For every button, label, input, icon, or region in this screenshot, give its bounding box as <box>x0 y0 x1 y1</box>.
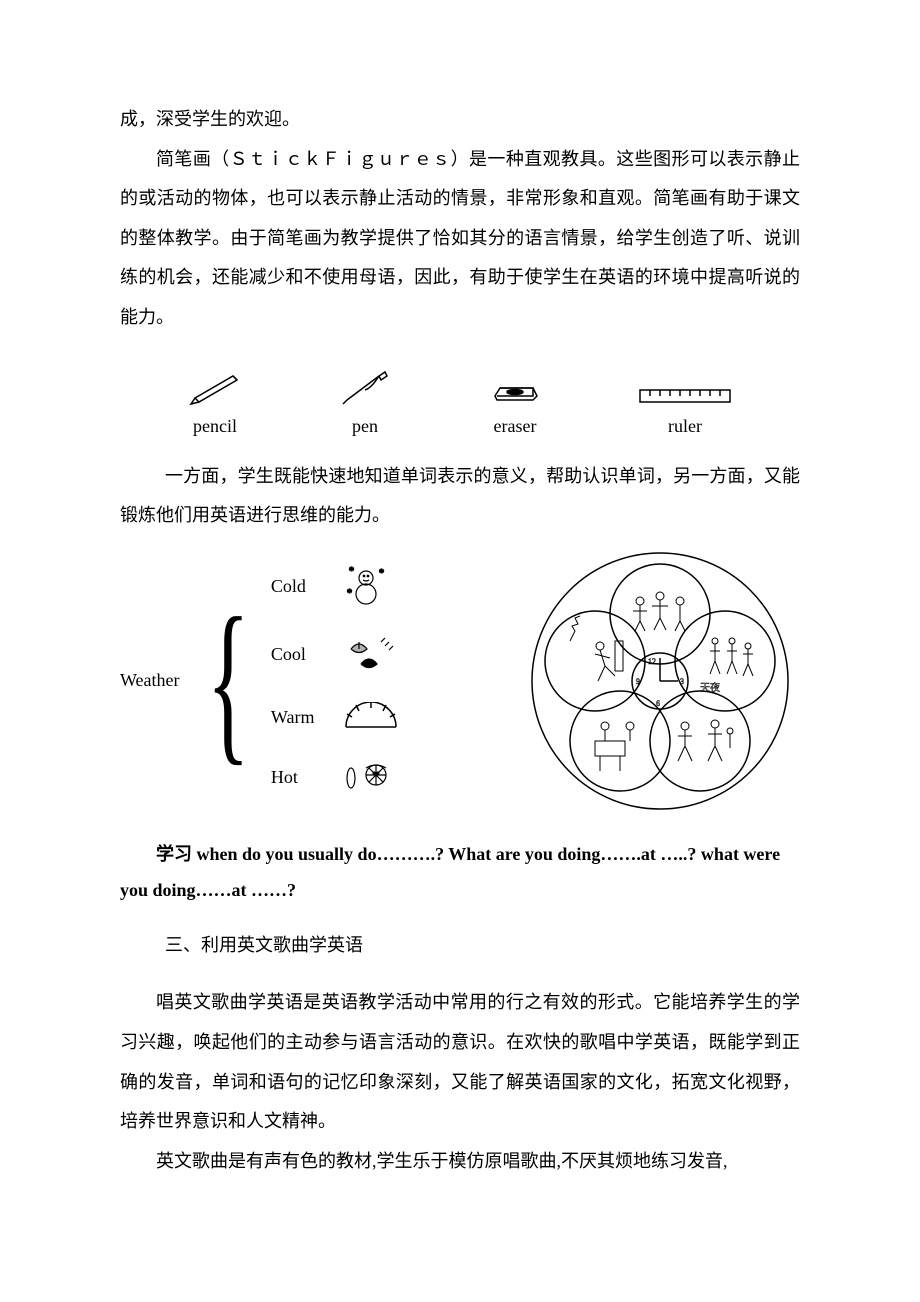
brace-icon: { <box>206 600 249 762</box>
svg-text:3: 3 <box>680 677 684 686</box>
stick-figures-row: pencil pen eraser <box>120 368 800 437</box>
sun-icon <box>341 702 411 732</box>
svg-text:天夜: 天夜 <box>700 681 720 694</box>
paragraph-2: 简笔画（ＳｔｉｃｋＦｉｇｕｒｅｓ）是一种直观教具。这些图形可以表示静止的或活动的… <box>120 140 800 338</box>
leaves-icon <box>341 634 401 674</box>
section-heading-3: 三、利用英文歌曲学英语 <box>120 926 800 966</box>
pen-label: pen <box>352 416 378 437</box>
weather-warm-label: Warm <box>271 707 321 728</box>
svg-text:*: * <box>349 566 354 577</box>
pencil-label: pencil <box>193 416 237 437</box>
weather-warm: Warm <box>271 702 411 732</box>
weather-title: Weather <box>120 670 180 691</box>
ruler-label: ruler <box>668 416 702 437</box>
weather-cold: Cold * * * <box>271 566 411 606</box>
svg-text:6: 6 <box>656 699 660 708</box>
paragraph-1: 成，深受学生的欢迎。 <box>120 100 800 140</box>
paragraph-4: 唱英文歌曲学英语是英语教学活动中常用的行之有效的形式。它能培养学生的学习兴趣，唤… <box>120 983 800 1141</box>
diagrams-row: Weather { Cold * * * <box>120 546 800 816</box>
pen-icon <box>335 368 395 408</box>
fan-icon <box>341 760 401 795</box>
paragraph-5: 英文歌曲是有声有色的教材,学生乐于模仿原唱歌曲,不厌其烦地练习发音, <box>120 1142 800 1182</box>
stick-eraser: eraser <box>485 378 545 437</box>
stick-pen: pen <box>335 368 395 437</box>
weather-cool-label: Cool <box>271 644 321 665</box>
eraser-label: eraser <box>494 416 537 437</box>
pencil-icon <box>185 368 245 408</box>
weather-cool: Cool <box>271 634 411 674</box>
weather-hot-label: Hot <box>271 767 321 788</box>
stick-pencil: pencil <box>185 368 245 437</box>
document-page: 成，深受学生的欢迎。 简笔画（ＳｔｉｃｋＦｉｇｕｒｅｓ）是一种直观教具。这些图形… <box>0 0 920 1302</box>
bold-question-text: 学习 when do you usually do……….? What are … <box>120 836 800 908</box>
weather-diagram: Weather { Cold * * * <box>120 566 411 795</box>
eraser-icon <box>485 378 545 408</box>
paragraph-3: 一方面，学生既能快速地知道单词表示的意义，帮助认识单词，另一方面，又能锻炼他们用… <box>120 457 800 536</box>
stick-ruler: ruler <box>635 378 735 437</box>
svg-text:12: 12 <box>648 657 656 666</box>
weather-cold-label: Cold <box>271 576 321 597</box>
ruler-icon <box>635 378 735 408</box>
weather-items: Cold * * * <box>271 566 411 795</box>
weather-hot: Hot <box>271 760 411 795</box>
svg-text:9: 9 <box>636 677 640 686</box>
svg-text:*: * <box>379 568 384 579</box>
activity-clock-diagram: 12 3 6 9 天夜 <box>520 546 800 816</box>
svg-text:*: * <box>347 588 352 599</box>
snowman-icon: * * * <box>341 566 391 606</box>
